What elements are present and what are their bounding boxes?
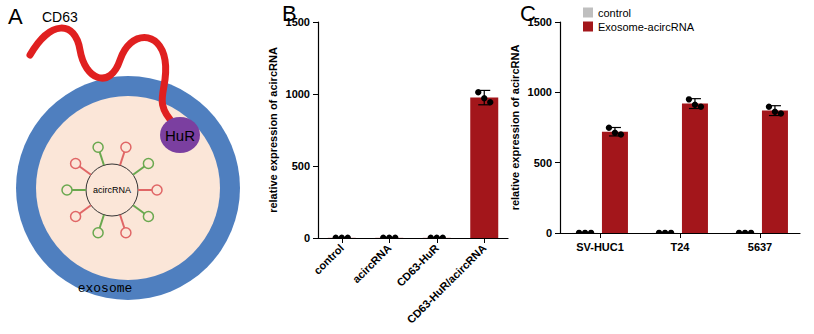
svg-text:acircRNA: acircRNA (350, 242, 394, 286)
svg-text:CD63-HuR/acircRNA: CD63-HuR/acircRNA (404, 242, 488, 326)
svg-text:0: 0 (304, 232, 310, 244)
svg-text:relative expression of acircRN: relative expression of acircRNA (267, 47, 279, 213)
svg-text:1500: 1500 (528, 16, 552, 28)
svg-text:C: C (520, 0, 536, 26)
svg-text:1000: 1000 (286, 88, 310, 100)
svg-text:CD63: CD63 (42, 9, 78, 25)
svg-text:CD63-HuR: CD63-HuR (394, 242, 441, 289)
svg-text:500: 500 (292, 160, 310, 172)
svg-text:500: 500 (534, 157, 552, 169)
svg-text:HuR: HuR (165, 127, 195, 144)
svg-text:SV-HUC1: SV-HUC1 (576, 241, 624, 253)
svg-text:1000: 1000 (528, 86, 552, 98)
svg-text:5637: 5637 (748, 241, 772, 253)
svg-text:exosome: exosome (78, 281, 133, 296)
svg-text:1500: 1500 (286, 16, 310, 28)
svg-text:0: 0 (546, 227, 552, 239)
svg-text:relative expression of acircRN: relative expression of acircRNA (509, 45, 521, 211)
svg-text:control: control (598, 7, 631, 19)
svg-text:B: B (282, 0, 297, 26)
svg-text:A: A (8, 4, 23, 29)
svg-text:Exosome-acircRNA: Exosome-acircRNA (598, 21, 695, 33)
svg-text:control: control (311, 242, 346, 277)
svg-text:acircRNA: acircRNA (93, 185, 131, 195)
svg-text:T24: T24 (671, 241, 691, 253)
